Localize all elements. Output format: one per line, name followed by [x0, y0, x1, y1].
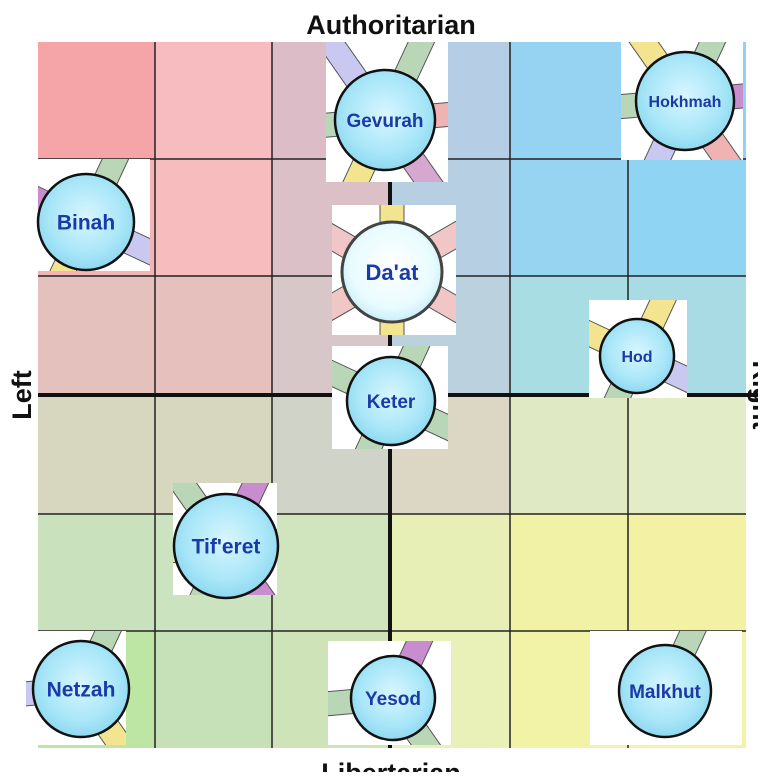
cell	[628, 159, 746, 276]
node-binah: Binah	[36, 159, 150, 272]
cell	[510, 42, 628, 159]
node-label: Malkhut	[629, 682, 701, 703]
cell	[510, 514, 628, 631]
node-label: Tif'eret	[192, 536, 261, 559]
node-tiferet: Tif'eret	[172, 483, 280, 600]
node-circle	[349, 654, 437, 742]
compass-cells	[38, 42, 746, 748]
node-circle	[172, 492, 280, 600]
node-label: Hod	[621, 349, 652, 366]
cell	[38, 42, 155, 159]
cell	[38, 276, 155, 395]
node-circle	[340, 220, 444, 324]
node-netzah: Netzah	[26, 631, 131, 745]
cell	[38, 395, 155, 514]
cell	[510, 395, 628, 514]
node-label: Binah	[57, 212, 115, 235]
cell	[155, 42, 272, 159]
node-daat: Da'at	[332, 205, 456, 335]
node-circle	[333, 68, 437, 172]
axis-label-bottom: Libertarian	[321, 758, 461, 772]
node-malkhut: Malkhut	[590, 631, 742, 745]
node-label: Gevurah	[346, 111, 423, 132]
node-circle	[598, 317, 676, 395]
axis-label-left: Left	[7, 370, 37, 420]
cell	[155, 159, 272, 276]
cell	[628, 514, 746, 631]
node-hokhmah: Hokhmah	[621, 42, 743, 160]
cell	[510, 159, 628, 276]
node-circle	[634, 50, 736, 152]
cell	[272, 514, 390, 631]
cell	[155, 631, 272, 748]
node-label: Netzah	[47, 679, 116, 702]
cell	[155, 276, 272, 395]
axis-label-top: Authoritarian	[306, 10, 476, 40]
node-gevurah: Gevurah	[326, 42, 448, 182]
node-label: Keter	[367, 392, 416, 413]
node-circle	[345, 355, 437, 447]
node-label: Hokhmah	[649, 94, 722, 111]
axis-label-right: Right	[747, 361, 758, 430]
node-label: Yesod	[365, 689, 421, 710]
cell	[38, 514, 155, 631]
node-circle	[617, 643, 713, 739]
node-yesod: Yesod	[328, 641, 451, 745]
node-hod: Hod	[589, 300, 687, 398]
node-circle	[31, 639, 131, 739]
cell	[390, 514, 510, 631]
node-circle	[36, 172, 136, 272]
node-label: Da'at	[366, 260, 420, 285]
cell	[628, 395, 746, 514]
node-keter: Keter	[332, 346, 448, 449]
